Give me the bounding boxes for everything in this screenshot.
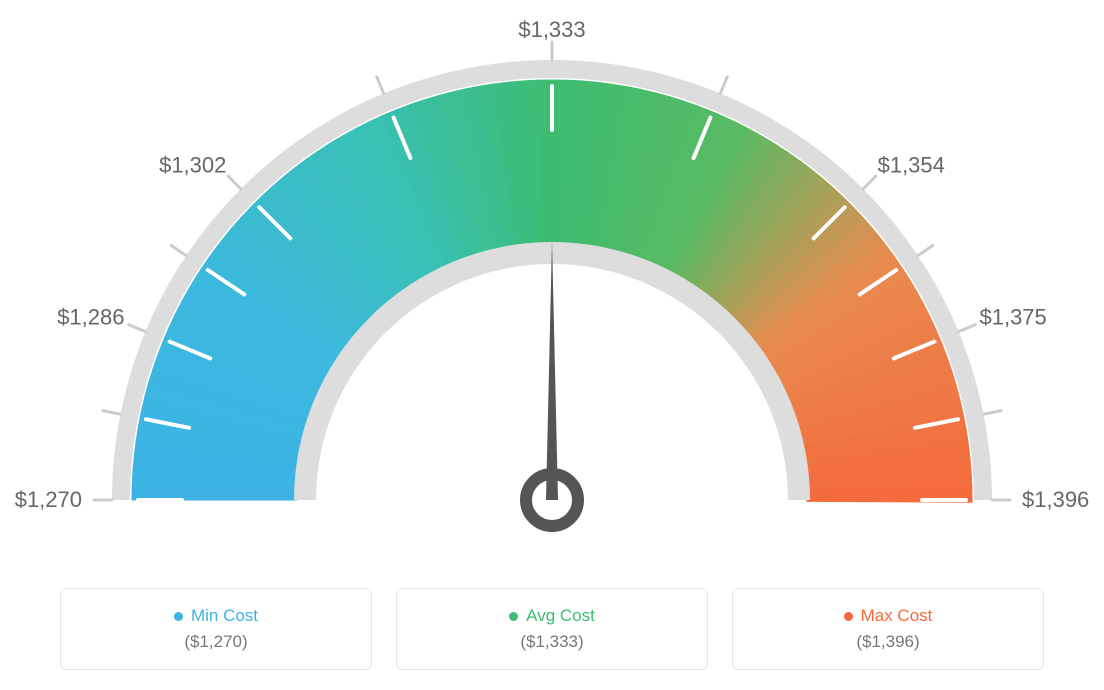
gauge-area: $1,270 $1,286 $1,302 $1,333 $1,354 $1,375 $1,3…	[0, 0, 1104, 560]
avg-cost-card: Avg Cost ($1,333)	[396, 588, 708, 670]
avg-dot-icon	[509, 612, 518, 621]
summary-cards-row: Min Cost ($1,270) Avg Cost ($1,333) Max …	[0, 588, 1104, 670]
max-dot-icon	[844, 612, 853, 621]
min-dot-icon	[174, 612, 183, 621]
avg-cost-label: Avg Cost	[526, 606, 595, 626]
gauge-tick-label: $1,286	[57, 305, 124, 331]
min-cost-label: Min Cost	[191, 606, 258, 626]
gauge-tick-label: $1,333	[518, 17, 585, 43]
gauge-svg	[0, 0, 1104, 560]
min-cost-card: Min Cost ($1,270)	[60, 588, 372, 670]
min-cost-value: ($1,270)	[184, 632, 247, 652]
gauge-tick-label: $1,302	[159, 152, 226, 178]
max-cost-title: Max Cost	[844, 606, 933, 626]
gauge-tick-label: $1,270	[15, 487, 82, 513]
avg-cost-title: Avg Cost	[509, 606, 595, 626]
gauge-tick-label: $1,354	[878, 152, 945, 178]
min-cost-title: Min Cost	[174, 606, 258, 626]
max-cost-card: Max Cost ($1,396)	[732, 588, 1044, 670]
avg-cost-value: ($1,333)	[520, 632, 583, 652]
max-cost-label: Max Cost	[861, 606, 933, 626]
max-cost-value: ($1,396)	[856, 632, 919, 652]
gauge-tick-label: $1,396	[1022, 487, 1089, 513]
gauge-chart-container: $1,270 $1,286 $1,302 $1,333 $1,354 $1,375 $1,3…	[0, 0, 1104, 690]
gauge-tick-label: $1,375	[979, 305, 1046, 331]
